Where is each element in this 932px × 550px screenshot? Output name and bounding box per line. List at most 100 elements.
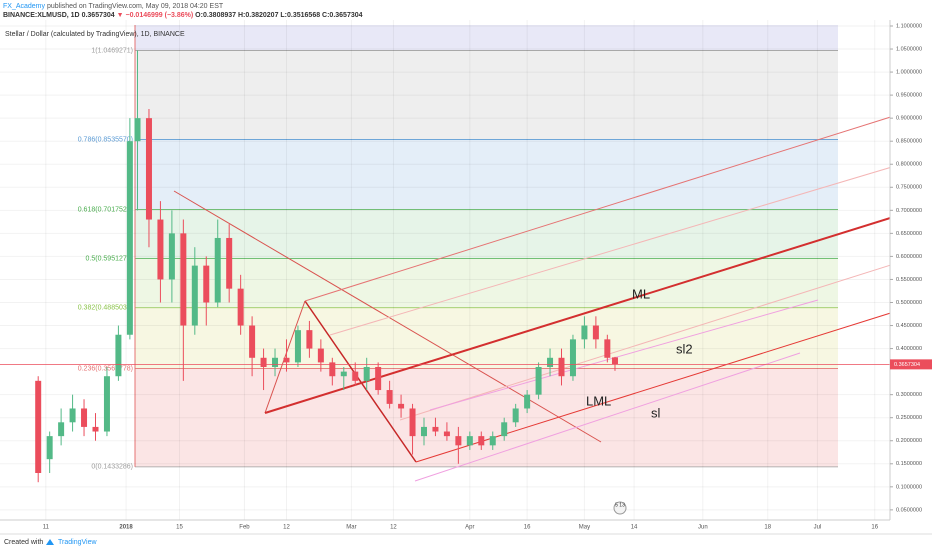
candle-body bbox=[489, 436, 496, 446]
fib-band bbox=[135, 258, 838, 308]
sl-line bbox=[414, 352, 801, 482]
y-tick-label: 0.8500000 bbox=[896, 139, 922, 145]
y-tick-label: 0.3000000 bbox=[896, 392, 922, 398]
candle-body bbox=[58, 422, 65, 437]
footer-created: Created with bbox=[4, 539, 43, 546]
footer-brand[interactable]: TradingView bbox=[58, 539, 97, 546]
x-tick-label: 16 bbox=[524, 525, 531, 531]
candle-body bbox=[306, 330, 313, 349]
fib-band bbox=[135, 50, 838, 140]
fib-band bbox=[135, 25, 838, 51]
axis-group: 0.0500000 0.1000000 0.1500000 0.2000000 0.25… bbox=[43, 23, 932, 531]
candle-body bbox=[409, 408, 416, 437]
x-tick-label: 2018 bbox=[119, 525, 133, 531]
candle-body bbox=[569, 339, 576, 377]
candle-body bbox=[317, 348, 324, 363]
x-tick-label: Mar bbox=[346, 525, 356, 531]
y-tick-label: 0.2500000 bbox=[896, 415, 922, 421]
candle-body bbox=[226, 237, 233, 289]
fib-label: 1(1.0469271) bbox=[91, 47, 133, 54]
x-tick-label: 12 bbox=[390, 525, 397, 531]
candle-body bbox=[340, 371, 347, 377]
candle-body bbox=[69, 408, 76, 423]
candle-body bbox=[455, 436, 462, 446]
candle-body bbox=[180, 233, 187, 326]
candle-body bbox=[260, 357, 267, 368]
upper-line bbox=[304, 103, 932, 302]
candle-group bbox=[0, 50, 890, 483]
candle-body bbox=[272, 357, 279, 368]
candle-body bbox=[604, 339, 611, 358]
fib-label: 0.786(0.8535570) bbox=[78, 136, 133, 143]
y-tick-label: 0.2000000 bbox=[896, 438, 922, 444]
annotation: sl2 bbox=[676, 341, 693, 356]
candle-body bbox=[35, 380, 42, 473]
x-tick-label: 18 bbox=[764, 525, 771, 531]
candle-body bbox=[283, 357, 290, 363]
event-icon[interactable] bbox=[613, 501, 627, 515]
ohlc: O:0.3808937 H:0.3820207 L:0.3516568 C:0.… bbox=[195, 12, 362, 19]
annotation: LML bbox=[586, 393, 611, 408]
y-tick-label: 0.5000000 bbox=[896, 300, 922, 306]
last-price-box bbox=[890, 359, 932, 370]
symbol: BINANCE:XLMUSD, 1D bbox=[3, 12, 80, 19]
candle-body bbox=[237, 288, 244, 326]
y-tick-label: 1.1000000 bbox=[896, 23, 922, 29]
author[interactable]: FX_Academy bbox=[3, 3, 46, 10]
candle-body bbox=[103, 376, 110, 432]
x-tick-label: Jul bbox=[814, 525, 822, 531]
fib-band bbox=[135, 368, 838, 467]
time-axis bbox=[0, 520, 932, 534]
candle-body bbox=[157, 219, 164, 280]
fib-group: 1(1.0469271) 0.786(0.8535570) 0.618(0.7017… bbox=[78, 25, 838, 471]
y-tick-label: 0.4500000 bbox=[896, 323, 922, 329]
published: published on TradingView.com, May 09, 20… bbox=[47, 3, 224, 10]
candle-body bbox=[134, 118, 141, 142]
candle-body bbox=[214, 237, 221, 303]
candle-body bbox=[432, 426, 439, 432]
fib-label: 0(0.1433286) bbox=[91, 464, 133, 471]
candle-body bbox=[191, 265, 198, 326]
candle-body bbox=[46, 436, 53, 460]
price-axis bbox=[890, 20, 932, 534]
fib-label: 0.382(0.4885030) bbox=[78, 305, 133, 312]
annotation: sl bbox=[651, 405, 661, 420]
candle-body bbox=[81, 408, 88, 427]
candle-body bbox=[581, 325, 588, 340]
candle-body bbox=[478, 436, 485, 446]
candle-body bbox=[386, 390, 393, 404]
candle-body bbox=[92, 426, 99, 432]
y-tick-label: 0.0500000 bbox=[896, 507, 922, 513]
candle-body bbox=[115, 334, 122, 377]
fib-band bbox=[135, 209, 838, 259]
candle-body bbox=[203, 265, 210, 303]
fib-label: 0.618(0.7017525) bbox=[78, 206, 133, 213]
candle-body bbox=[592, 325, 599, 340]
x-tick-label: 11 bbox=[43, 525, 50, 531]
y-tick-label: 0.7000000 bbox=[896, 208, 922, 214]
candle-body bbox=[249, 325, 256, 358]
y-tick-label: 1.0000000 bbox=[896, 70, 922, 76]
candle-body bbox=[524, 394, 531, 409]
y-tick-label: 0.6000000 bbox=[896, 254, 922, 260]
fib-label: 0.5(0.5951278) bbox=[86, 255, 133, 262]
x-tick-label: 12 bbox=[283, 525, 290, 531]
y-tick-label: 0.6500000 bbox=[896, 231, 922, 237]
candle-body bbox=[363, 367, 370, 381]
y-tick-label: 0.9000000 bbox=[896, 116, 922, 122]
event-label: 5 13 bbox=[615, 502, 625, 508]
chart-title: Stellar / Dollar (calculated by TradingV… bbox=[5, 31, 185, 38]
x-tick-label: 16 bbox=[871, 525, 878, 531]
candle-body bbox=[168, 233, 175, 280]
candle-body bbox=[466, 436, 473, 446]
header-line: FX_Academy published on TradingView.com,… bbox=[3, 3, 224, 10]
sl2-line bbox=[429, 299, 819, 411]
candle-body bbox=[443, 431, 450, 437]
candle-body bbox=[294, 330, 301, 363]
y-tick-label: 0.1000000 bbox=[896, 484, 922, 490]
pitch-line bbox=[304, 300, 417, 463]
candle-body bbox=[501, 422, 508, 437]
y-tick-label: 0.7500000 bbox=[896, 185, 922, 191]
candle-body bbox=[611, 357, 618, 365]
